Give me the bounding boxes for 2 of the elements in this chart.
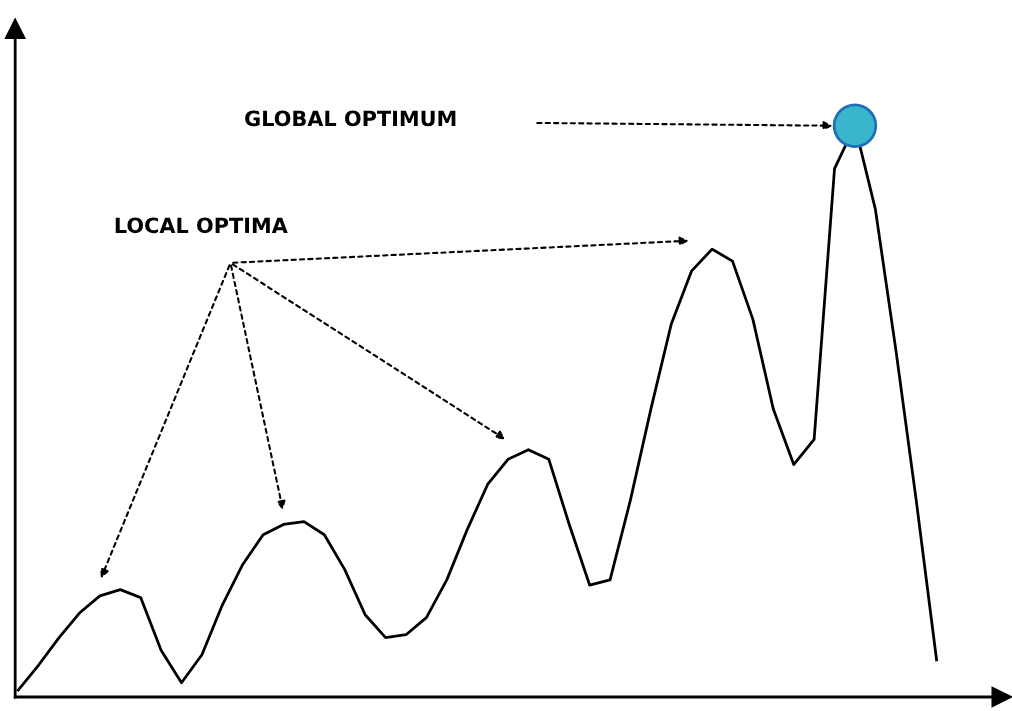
annotation: GLOBAL OPTIMUM xyxy=(245,110,456,127)
annotation: LOCAL OPTIMA xyxy=(115,217,288,234)
